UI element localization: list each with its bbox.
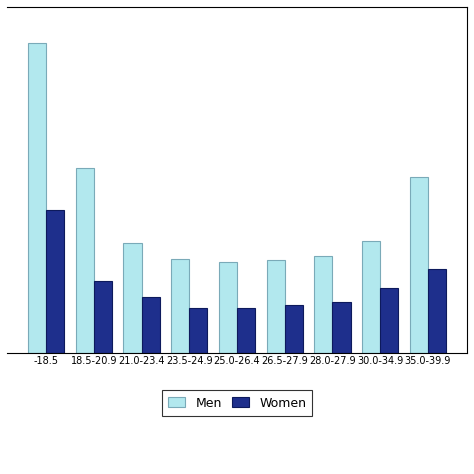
Bar	[314, 255, 332, 353]
Bar	[123, 243, 142, 353]
Bar	[285, 305, 303, 353]
Bar	[76, 168, 94, 353]
Bar	[94, 282, 112, 353]
Bar	[380, 289, 398, 353]
Bar	[46, 210, 64, 353]
Bar	[171, 259, 189, 353]
Bar	[189, 308, 208, 353]
Bar	[28, 43, 46, 353]
Bar	[142, 298, 160, 353]
Bar	[428, 269, 446, 353]
Bar	[332, 301, 351, 353]
Bar	[410, 177, 428, 353]
Bar	[219, 262, 237, 353]
Legend: Men, Women: Men, Women	[162, 391, 312, 416]
Bar	[266, 260, 285, 353]
Bar	[362, 241, 380, 353]
Bar	[237, 308, 255, 353]
